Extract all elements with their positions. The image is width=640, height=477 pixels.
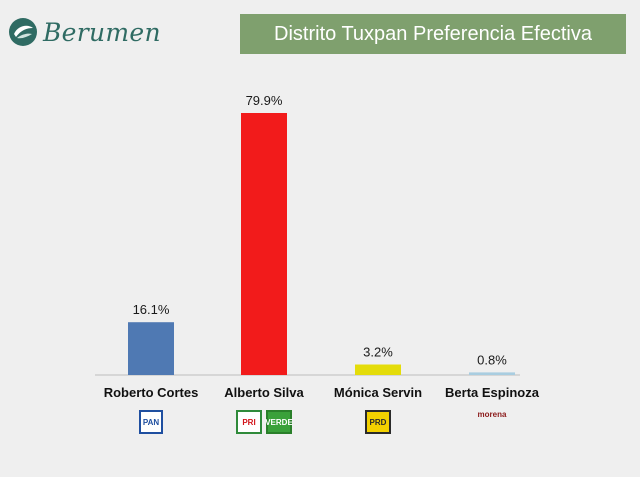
- prd-logo: PRD: [365, 410, 391, 434]
- brand-logo: Berumen: [8, 12, 161, 52]
- category-label: Roberto Cortes: [104, 385, 199, 400]
- leaf-icon: [9, 18, 37, 46]
- brand-name: Berumen: [43, 17, 161, 47]
- bar-2: [355, 364, 401, 375]
- pri-logo: PRI: [236, 410, 262, 434]
- value-label: 0.8%: [477, 352, 507, 367]
- verde-logo: VERDE: [265, 410, 293, 434]
- party-logos: PRI VERDE: [236, 410, 293, 434]
- pan-logo: PAN: [139, 410, 163, 434]
- party-logos: PAN: [139, 410, 163, 434]
- category-label: Berta Espinoza: [445, 385, 540, 400]
- category-label: Mónica Servin: [334, 385, 422, 400]
- value-label: 79.9%: [246, 93, 283, 108]
- value-label: 16.1%: [133, 302, 170, 317]
- value-label: 3.2%: [363, 345, 393, 360]
- party-logos: PRD: [365, 410, 391, 434]
- chart-title-banner: Distrito Tuxpan Preferencia Efectiva: [240, 14, 626, 54]
- category-label: Alberto Silva: [224, 385, 304, 400]
- bar-3: [469, 372, 515, 375]
- bar-1: [241, 113, 287, 375]
- chart-title: Distrito Tuxpan Preferencia Efectiva: [274, 22, 592, 45]
- bar-0: [128, 322, 174, 375]
- morena-logo: morena: [477, 410, 507, 419]
- party-logos: morena: [475, 410, 509, 434]
